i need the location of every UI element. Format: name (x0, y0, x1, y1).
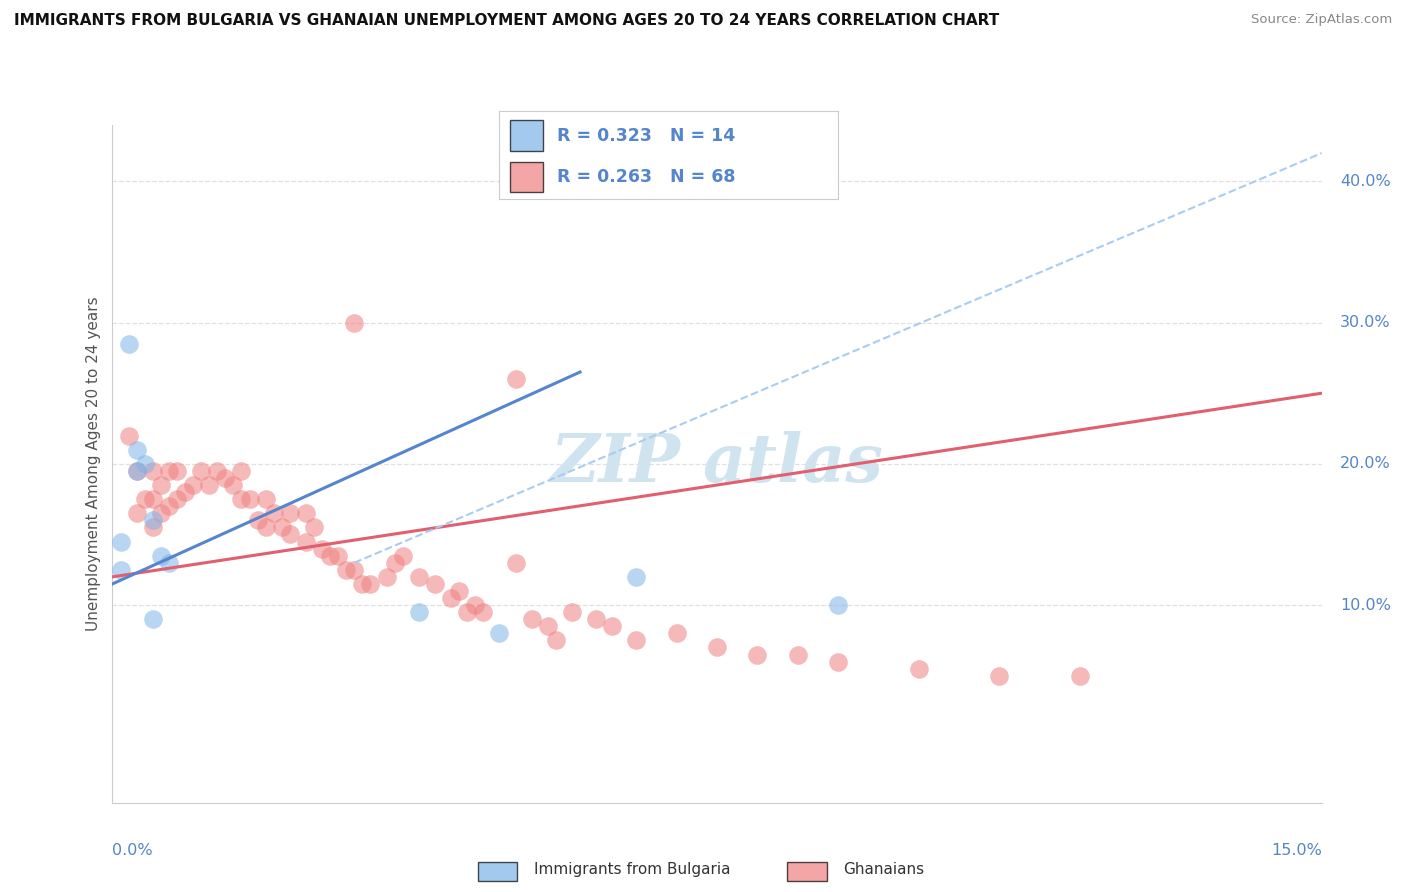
Point (278, 527, 301, 541)
Text: IMMIGRANTS FROM BULGARIA VS GHANAIAN UNEMPLOYMENT AMONG AGES 20 TO 24 YEARS CORR: IMMIGRANTS FROM BULGARIA VS GHANAIAN UNE… (14, 13, 1000, 29)
Point (352, 577, 374, 591)
Point (456, 605, 478, 619)
Text: Ghanaians: Ghanaians (844, 863, 925, 877)
Point (207, 464, 229, 478)
Text: 0.0%: 0.0% (112, 844, 153, 858)
Point (157, 500, 180, 514)
Point (359, 577, 381, 591)
Point (295, 534, 318, 549)
Point (600, 619, 623, 633)
Point (134, 492, 156, 507)
Point (149, 506, 172, 520)
Point (1069, 669, 1091, 683)
Text: 30.0%: 30.0% (1340, 315, 1391, 330)
Point (706, 640, 728, 655)
Point (537, 619, 560, 633)
Point (295, 506, 318, 520)
Point (117, 428, 139, 442)
Point (488, 626, 510, 640)
Point (157, 556, 180, 570)
Point (907, 662, 929, 676)
Point (827, 655, 849, 669)
Point (222, 478, 245, 492)
Point (110, 563, 132, 577)
Text: 15.0%: 15.0% (1271, 844, 1322, 858)
Point (520, 612, 543, 626)
Point (440, 591, 463, 605)
Point (505, 372, 527, 386)
Point (214, 471, 236, 485)
Point (134, 457, 156, 471)
Point (311, 541, 333, 556)
Point (166, 464, 188, 478)
Point (174, 485, 197, 500)
Point (246, 513, 269, 527)
Point (343, 316, 366, 330)
Point (238, 492, 260, 507)
Point (585, 612, 607, 626)
Point (181, 478, 204, 492)
Point (231, 464, 253, 478)
Point (142, 520, 165, 534)
Point (561, 605, 583, 619)
Point (190, 464, 212, 478)
Point (747, 648, 769, 662)
Point (544, 633, 567, 648)
Point (319, 549, 342, 563)
Point (626, 570, 648, 584)
Text: 40.0%: 40.0% (1340, 174, 1391, 189)
Text: Source: ZipAtlas.com: Source: ZipAtlas.com (1251, 13, 1392, 27)
Point (375, 570, 398, 584)
Text: Immigrants from Bulgaria: Immigrants from Bulgaria (534, 863, 731, 877)
Point (384, 556, 406, 570)
Point (254, 520, 277, 534)
Point (278, 506, 301, 520)
Point (142, 492, 165, 507)
Point (254, 492, 277, 507)
Y-axis label: Unemployment Among Ages 20 to 24 years: Unemployment Among Ages 20 to 24 years (86, 296, 101, 632)
Point (328, 549, 350, 563)
Point (166, 492, 188, 507)
Point (391, 549, 413, 563)
Point (505, 556, 527, 570)
Point (263, 506, 285, 520)
Point (125, 464, 148, 478)
Point (827, 598, 849, 612)
Point (198, 478, 221, 492)
Point (142, 464, 165, 478)
Point (302, 520, 325, 534)
Point (110, 534, 132, 549)
Point (117, 336, 139, 351)
Point (125, 464, 148, 478)
Point (665, 626, 688, 640)
Point (449, 584, 471, 599)
Point (988, 669, 1011, 683)
Text: 10.0%: 10.0% (1340, 598, 1391, 613)
Point (270, 520, 292, 534)
Point (149, 478, 172, 492)
Point (786, 648, 808, 662)
Text: ZIP atlas: ZIP atlas (551, 432, 883, 496)
Point (335, 563, 357, 577)
Point (423, 577, 446, 591)
Text: 20.0%: 20.0% (1340, 457, 1391, 471)
Point (343, 563, 366, 577)
Point (408, 570, 430, 584)
Point (464, 598, 486, 612)
Point (472, 605, 495, 619)
Point (149, 549, 172, 563)
Point (142, 612, 165, 626)
Point (157, 464, 180, 478)
Point (142, 513, 165, 527)
Point (626, 633, 648, 648)
Point (125, 506, 148, 520)
Point (408, 605, 430, 619)
Point (231, 492, 253, 507)
Point (125, 442, 148, 457)
